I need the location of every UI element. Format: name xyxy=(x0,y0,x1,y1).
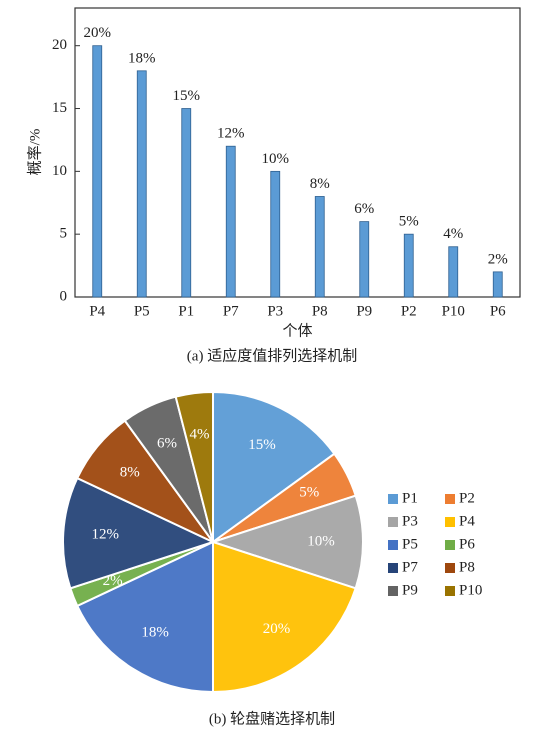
caption: (a) 适应度值排列选择机制 xyxy=(187,346,357,364)
bar xyxy=(403,233,414,298)
bar xyxy=(448,246,459,298)
pie-slice xyxy=(209,494,364,590)
value-label: 8% xyxy=(310,176,330,192)
pie-slice xyxy=(62,476,216,590)
value-label: 10% xyxy=(262,151,290,167)
pie-slice xyxy=(75,540,214,694)
legend-label: P9 xyxy=(402,582,418,598)
value-label: 4% xyxy=(443,226,463,242)
bar xyxy=(314,196,325,298)
slice-label: 6% xyxy=(157,436,177,452)
slice-label: 4% xyxy=(189,426,209,442)
x-tick-label: P7 xyxy=(223,303,239,319)
legend-swatch xyxy=(388,586,398,596)
slice-label: 15% xyxy=(248,437,276,453)
bar xyxy=(92,45,103,298)
slice-label: 12% xyxy=(91,527,119,543)
x-tick-label: P2 xyxy=(401,303,417,319)
x-tick-label: P5 xyxy=(134,303,150,319)
legend-swatch xyxy=(388,517,398,527)
slice-label: 18% xyxy=(141,625,169,641)
y-tick-label: 0 xyxy=(60,288,68,304)
legend-swatch xyxy=(445,586,455,596)
pie-slice xyxy=(212,540,357,694)
x-axis-label: 个体 xyxy=(282,322,312,339)
legend-label: P8 xyxy=(459,559,475,575)
value-label: 20% xyxy=(84,25,112,41)
legend-label: P2 xyxy=(459,490,475,506)
x-tick-label: P4 xyxy=(89,303,105,319)
x-tick-label: P1 xyxy=(178,303,194,319)
slice-label: 10% xyxy=(307,533,335,549)
bar xyxy=(492,271,503,298)
legend-swatch xyxy=(388,540,398,550)
y-tick-label: 20 xyxy=(52,37,67,53)
x-tick-label: P9 xyxy=(356,303,372,319)
legend-label: P3 xyxy=(402,513,418,529)
bar xyxy=(270,170,281,298)
bar xyxy=(225,145,236,298)
x-tick-label: P3 xyxy=(267,303,283,319)
x-tick-label: P10 xyxy=(442,303,465,319)
legend-label: P1 xyxy=(402,490,418,506)
plot-frame xyxy=(74,7,521,298)
legend-swatch xyxy=(388,563,398,573)
bar xyxy=(136,70,147,298)
legend-label: P7 xyxy=(402,559,418,575)
slice-label: 8% xyxy=(120,465,140,481)
legend-label: P10 xyxy=(459,582,482,598)
x-tick-label: P8 xyxy=(312,303,328,319)
legend-swatch xyxy=(445,494,455,504)
legend-swatch xyxy=(445,517,455,527)
value-label: 18% xyxy=(128,50,156,66)
legend-swatch xyxy=(445,540,455,550)
value-label: 15% xyxy=(173,88,201,104)
caption: (b) 轮盘赌选择机制 xyxy=(209,709,335,727)
value-label: 2% xyxy=(488,251,508,267)
y-tick-label: 15 xyxy=(52,100,67,116)
slice-label: 5% xyxy=(299,484,319,500)
legend-label: P5 xyxy=(402,536,418,552)
legend-swatch xyxy=(445,563,455,573)
y-axis-label: 概率/% xyxy=(26,129,43,176)
legend-label: P4 xyxy=(459,513,475,529)
value-label: 5% xyxy=(399,214,419,230)
y-tick-label: 5 xyxy=(60,226,68,242)
legend-label: P6 xyxy=(459,536,475,552)
value-label: 6% xyxy=(354,201,374,217)
y-tick-label: 10 xyxy=(52,163,67,179)
pie-slice xyxy=(174,390,214,543)
pie-slice xyxy=(212,390,336,544)
value-label: 12% xyxy=(217,126,245,142)
legend-swatch xyxy=(388,494,398,504)
bar xyxy=(359,221,370,298)
x-tick-label: P6 xyxy=(490,303,506,319)
slice-label: 20% xyxy=(263,621,291,637)
bar xyxy=(181,108,192,298)
